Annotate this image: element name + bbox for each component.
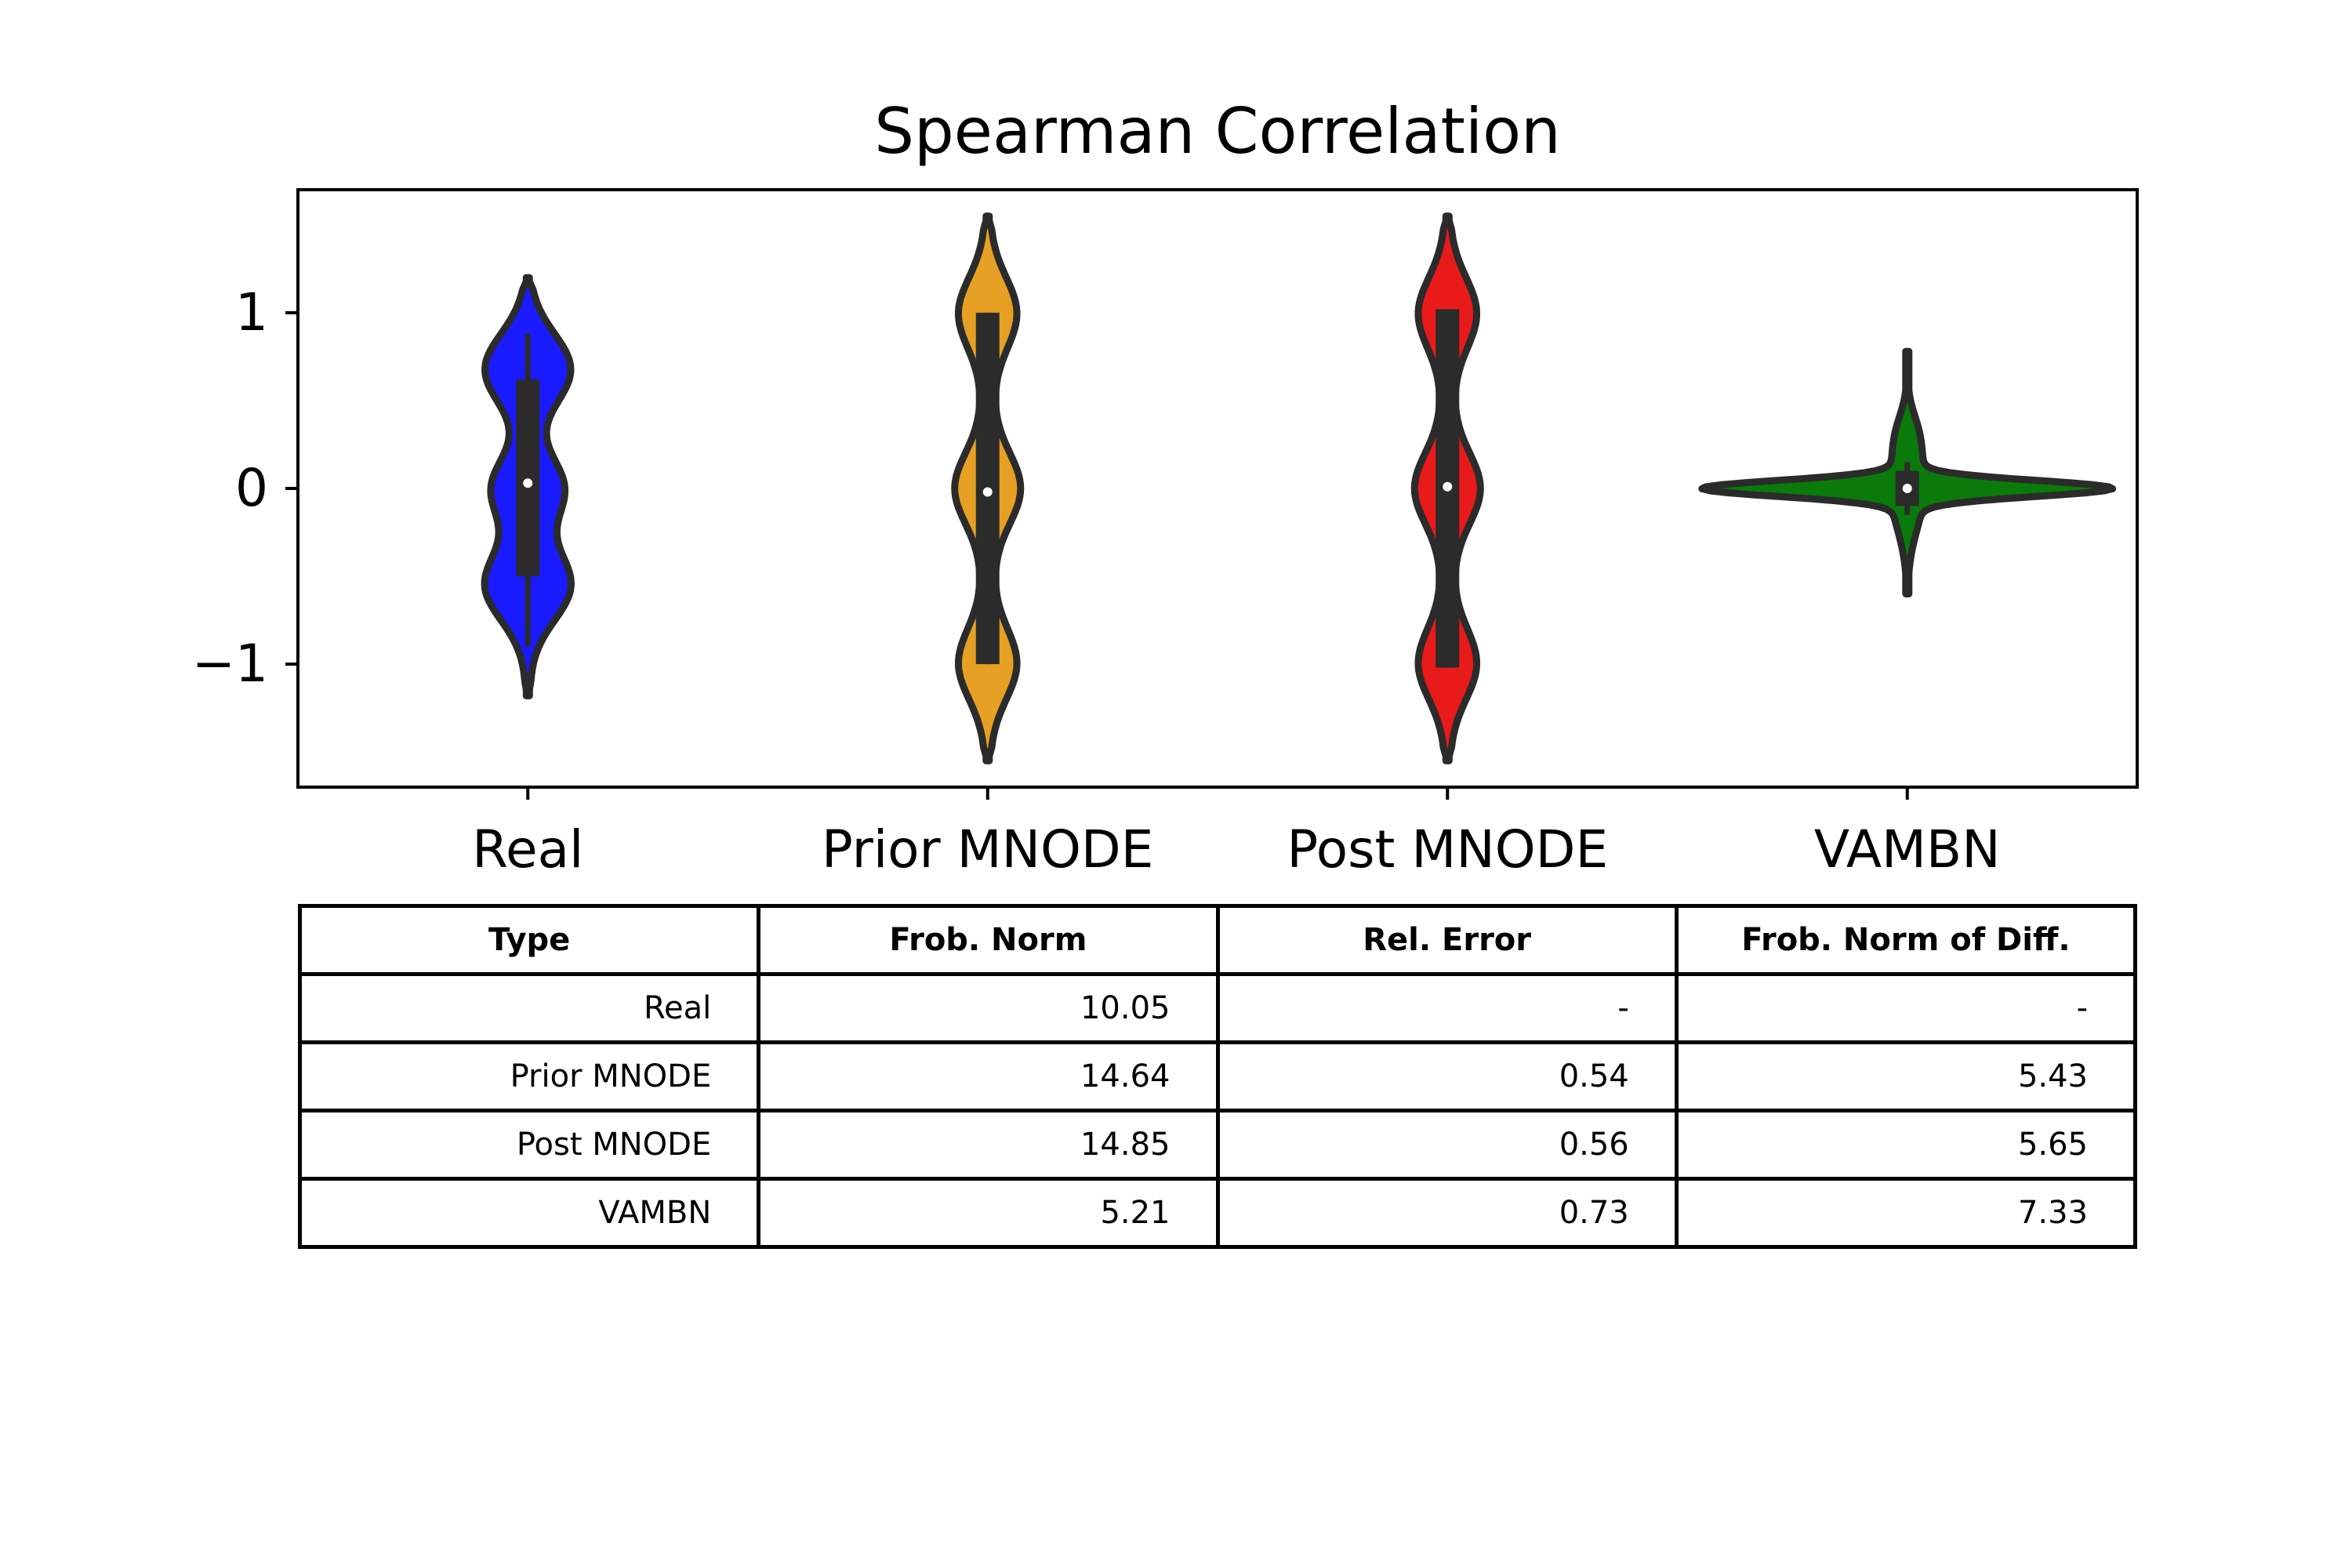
table-header-row: Type Frob. Norm Rel. Error Frob. Norm of… [297,904,2138,976]
stats-table: Type Frob. Norm Rel. Error Frob. Norm of… [297,904,2138,1249]
table-row: Prior MNODE 14.64 0.54 5.43 [297,1040,2138,1112]
x-tick-label: Post MNODE [1287,819,1608,880]
table-cell: 14.85 [757,1109,1220,1181]
y-tick-label: −1 [192,633,268,694]
table-header-type: Type [297,904,761,976]
table-cell: Prior MNODE [297,1040,761,1112]
y-tick-label: 0 [235,458,268,518]
x-tick-label: VAMBN [1814,819,2001,880]
table-cell: 14.64 [757,1040,1220,1112]
chart-title: Spearman Correlation [874,95,1561,168]
median-point [982,487,993,497]
table-cell: - [1215,972,1679,1044]
table-header-frob-norm-diff: Frob. Norm of Diff. [1674,904,2138,976]
median-point [1902,484,1912,493]
table-header-frob-norm: Frob. Norm [757,904,1220,976]
table-cell: Post MNODE [297,1109,761,1181]
table-cell: 5.65 [1674,1109,2138,1181]
iqr-box [516,379,540,577]
table-cell: 0.56 [1215,1109,1679,1181]
median-point [1443,481,1453,492]
table-cell: Real [297,972,761,1044]
x-tick-label: Real [472,819,583,880]
median-point [523,478,533,488]
table-row: VAMBN 5.21 0.73 7.33 [297,1177,2138,1249]
table-row: Real 10.05 - - [297,972,2138,1044]
table-cell: 5.21 [757,1177,1220,1249]
table-cell: 5.43 [1674,1040,2138,1112]
table-cell: VAMBN [297,1177,761,1249]
table-cell: - [1674,972,2138,1044]
table-cell: 0.54 [1215,1040,1679,1112]
table-cell: 7.33 [1674,1177,2138,1249]
y-tick-label: 1 [235,282,268,343]
table-row: Post MNODE 14.85 0.56 5.65 [297,1109,2138,1181]
table-cell: 10.05 [757,972,1220,1044]
x-tick-label: Prior MNODE [822,819,1153,880]
table-header-rel-error: Rel. Error [1215,904,1679,976]
table-cell: 0.73 [1215,1177,1679,1249]
